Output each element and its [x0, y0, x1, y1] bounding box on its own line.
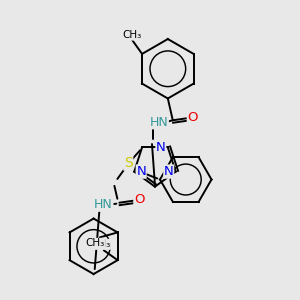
Text: CH₃: CH₃: [85, 238, 104, 248]
Text: N: N: [136, 165, 146, 178]
Text: N: N: [164, 165, 174, 178]
Text: O: O: [134, 193, 144, 206]
Text: HN: HN: [94, 198, 113, 211]
Text: CH₃: CH₃: [123, 30, 142, 40]
Text: CH₃: CH₃: [91, 239, 110, 249]
Text: S: S: [124, 156, 133, 170]
Text: O: O: [188, 111, 198, 124]
Text: N: N: [156, 141, 166, 154]
Text: HN: HN: [149, 116, 168, 129]
